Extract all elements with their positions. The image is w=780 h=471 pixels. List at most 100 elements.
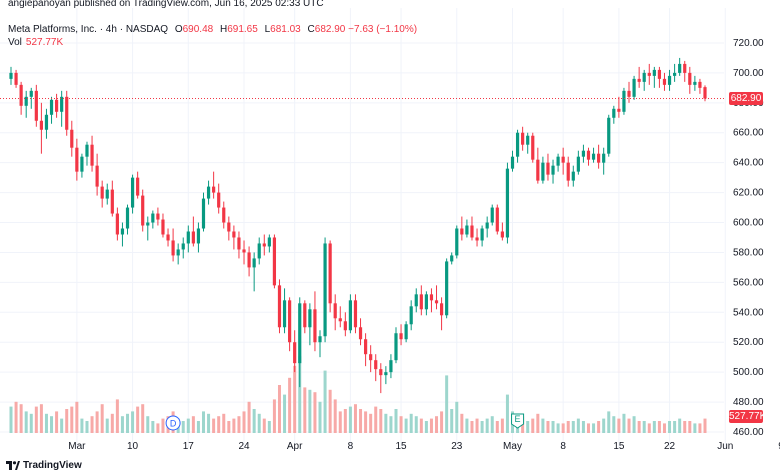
- x-tick-label: Jun: [717, 441, 733, 452]
- candle-body: [526, 135, 530, 145]
- volume-bar: [668, 421, 672, 433]
- candle-body: [313, 309, 317, 343]
- candlestick-chart[interactable]: 460.00 480.00 500.00 520.00 540.00 560.00 580.…: [0, 8, 780, 463]
- tradingview-footer[interactable]: TradingView: [6, 460, 82, 471]
- volume-bar: [541, 418, 545, 433]
- volume-bar: [60, 418, 64, 433]
- legend-low: 681.03: [270, 24, 301, 35]
- volume-bar: [622, 413, 626, 433]
- candle-body: [54, 99, 59, 112]
- candle-body: [683, 63, 687, 73]
- volume-bar: [505, 394, 509, 433]
- y-tick-label: 720.00: [733, 38, 764, 49]
- chart-area[interactable]: 460.00 480.00 500.00 520.00 540.00 560.00 580.…: [0, 8, 780, 463]
- volume-bar: [19, 404, 23, 433]
- volume-bar: [105, 418, 109, 433]
- candle-body: [429, 294, 434, 301]
- candle-body: [673, 72, 677, 76]
- volume-bar: [267, 421, 271, 433]
- candle-body: [521, 132, 525, 145]
- candle-body: [267, 237, 271, 247]
- volume-bar: [247, 401, 251, 433]
- candle-body: [688, 72, 692, 85]
- candle-body: [409, 306, 413, 325]
- volume-bar: [277, 385, 281, 433]
- volume-bar: [627, 418, 631, 433]
- candle-body: [39, 120, 43, 130]
- volume-bar: [480, 421, 484, 433]
- candle-body: [206, 186, 211, 199]
- volume-bar: [495, 421, 499, 433]
- candle-body: [293, 342, 297, 364]
- candle-body: [678, 63, 682, 73]
- candle-body: [389, 360, 393, 373]
- candle-body: [439, 303, 444, 316]
- candle-body: [531, 135, 535, 160]
- volume-bar: [642, 421, 646, 433]
- candle-body: [637, 78, 641, 82]
- candle-body: [252, 258, 256, 268]
- volume-bar: [186, 418, 190, 433]
- volume-bar: [39, 404, 43, 433]
- volume-bar: [131, 411, 135, 433]
- candle-body: [75, 147, 79, 172]
- volume-bar: [652, 421, 656, 433]
- earnings-marker-label: E: [515, 414, 521, 424]
- volume-bar: [262, 418, 266, 433]
- volume-bar: [80, 418, 84, 433]
- candle-body: [14, 72, 18, 85]
- volume-bar: [703, 418, 707, 433]
- candle-body: [247, 252, 251, 268]
- candle-body: [597, 153, 601, 163]
- candle-body: [698, 81, 702, 88]
- candle-body: [576, 156, 580, 172]
- candle-body: [622, 90, 626, 112]
- volume-bar: [678, 418, 682, 433]
- volume-bar: [698, 423, 702, 433]
- volume-bar: [14, 401, 18, 433]
- candle-body: [19, 84, 23, 106]
- volume-bar: [120, 416, 124, 433]
- volume-bar: [95, 411, 99, 433]
- volume-bar: [445, 375, 449, 433]
- volume-bar: [546, 421, 550, 433]
- volume-bar: [485, 418, 489, 433]
- volume-bar: [90, 416, 94, 433]
- candle-body: [505, 168, 510, 238]
- volume-bar: [141, 404, 145, 433]
- volume-bar: [333, 399, 337, 433]
- x-tick-label: 15: [613, 441, 625, 452]
- candle-body: [581, 150, 586, 157]
- candle-body: [262, 243, 266, 247]
- volume-bar: [75, 401, 79, 433]
- volume-bar: [85, 421, 89, 433]
- legend-symbol[interactable]: Meta Platforms, Inc. · 4h · NASDAQ: [8, 24, 169, 35]
- volume-bar: [389, 416, 393, 433]
- legend-vol-label[interactable]: Vol: [8, 37, 22, 48]
- volume-bar: [338, 411, 342, 433]
- candle-body: [424, 294, 428, 310]
- volume-bar: [607, 411, 611, 433]
- candle-body: [363, 339, 368, 355]
- volume-bar: [435, 416, 439, 433]
- candle-body: [602, 153, 606, 163]
- volume-bar: [201, 411, 205, 433]
- volume-bar: [191, 416, 195, 433]
- tradingview-logo-icon: [6, 460, 20, 470]
- candle-body: [485, 222, 489, 229]
- candle-body: [607, 117, 611, 154]
- volume-bar: [126, 413, 130, 433]
- volume-bar: [110, 413, 114, 433]
- candle-body: [450, 255, 454, 262]
- chart-legend: Meta Platforms, Inc. · 4h · NASDAQ O690.…: [8, 23, 417, 49]
- volume-bar: [424, 421, 428, 433]
- candle-body: [125, 207, 130, 229]
- candle-body: [24, 96, 28, 106]
- candle-body: [130, 177, 135, 208]
- candle-body: [298, 303, 302, 364]
- earnings-marker-icon: [511, 413, 525, 429]
- volume-bar: [151, 421, 155, 433]
- candle-body: [277, 285, 282, 328]
- volume-bar: [50, 416, 54, 433]
- volume-bar: [308, 389, 312, 433]
